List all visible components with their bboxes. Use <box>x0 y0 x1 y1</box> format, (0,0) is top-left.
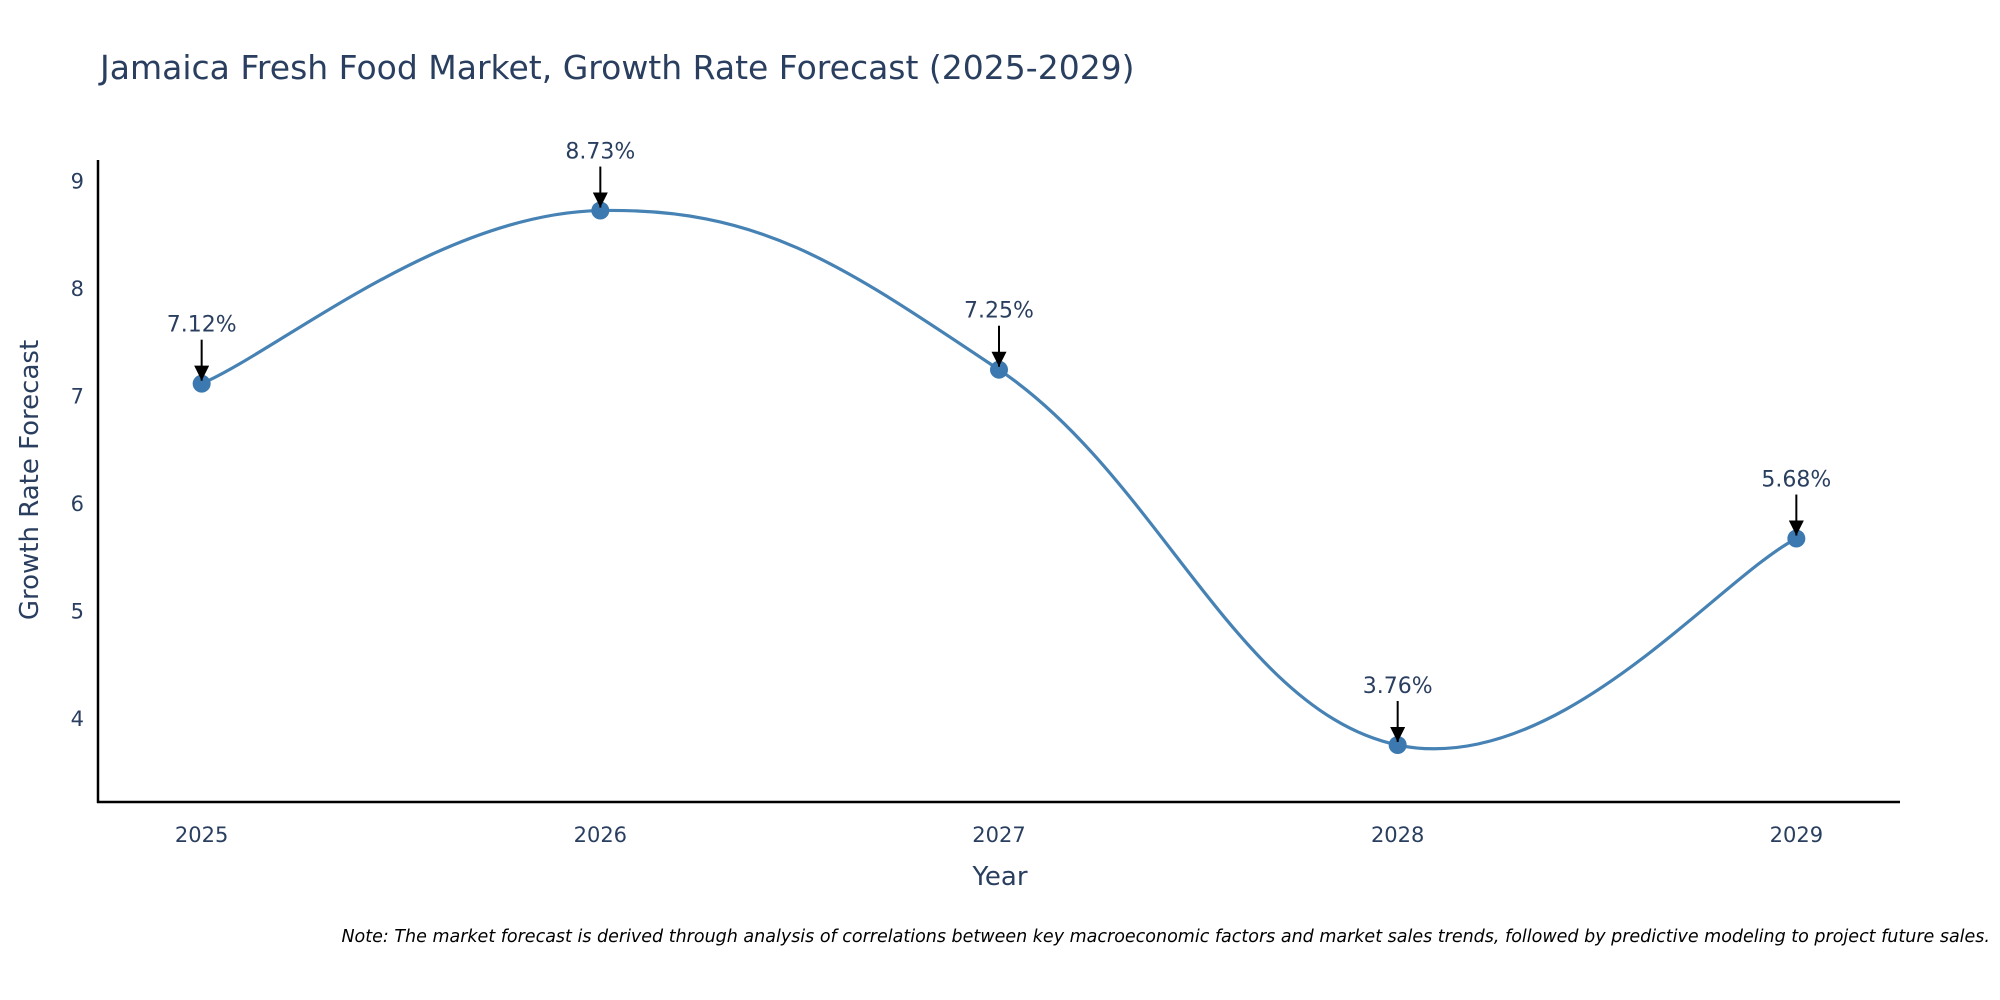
data-label: 5.68% <box>1761 468 1831 493</box>
y-tick-label: 6 <box>71 492 84 516</box>
x-tick-label: 2028 <box>1371 823 1424 847</box>
x-tick-label: 2029 <box>1770 823 1823 847</box>
data-annotations: 7.12% 8.73% 7.25% 3.76% 5.68% <box>167 140 1831 743</box>
data-label: 3.76% <box>1363 674 1433 699</box>
y-axis-title: Growth Rate Forecast <box>15 340 45 620</box>
data-label: 8.73% <box>565 140 635 165</box>
data-label: 7.25% <box>964 299 1034 324</box>
y-tick-label: 9 <box>71 170 84 194</box>
tick-labels: 4 5 6 7 8 9 2025 2026 2027 2028 2029 <box>71 170 1823 847</box>
y-tick-label: 4 <box>71 707 84 731</box>
y-tick-label: 8 <box>71 277 84 301</box>
chart-note: Note: The market forecast is derived thr… <box>341 927 1990 947</box>
series-line <box>200 208 1798 751</box>
x-tick-label: 2025 <box>175 823 228 847</box>
axes <box>96 160 1900 804</box>
x-axis-title: Year <box>971 862 1027 892</box>
x-tick-label: 2026 <box>574 823 627 847</box>
x-tick-label: 2027 <box>972 823 1025 847</box>
data-label: 7.12% <box>167 313 237 338</box>
y-tick-label: 5 <box>71 600 84 624</box>
y-tick-label: 7 <box>71 385 84 409</box>
data-series <box>192 201 1806 755</box>
chart-title: Jamaica Fresh Food Market, Growth Rate F… <box>98 48 1135 87</box>
